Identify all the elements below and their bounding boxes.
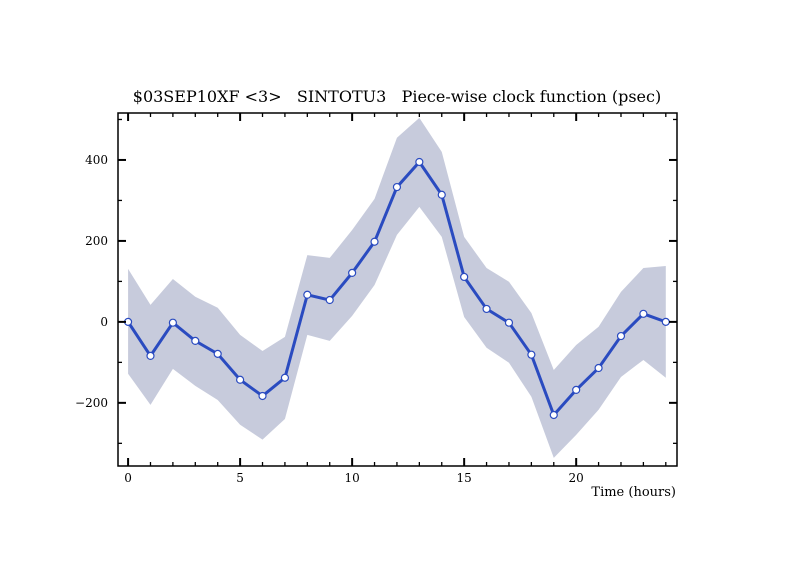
- data-point: [594, 363, 603, 373]
- data-point: [370, 237, 379, 246]
- data-point: [616, 331, 626, 341]
- data-point: [415, 157, 424, 167]
- y-tick-label: −200: [75, 396, 108, 410]
- data-point: [348, 268, 357, 278]
- x-tick-label: 15: [457, 471, 472, 485]
- x-tick-label: 5: [236, 471, 244, 485]
- x-tick-label: 0: [124, 471, 132, 485]
- data-point: [258, 391, 267, 401]
- y-tick-label: 200: [85, 234, 108, 248]
- data-point: [437, 190, 446, 199]
- data-point: [392, 182, 402, 192]
- x-tick-label: 20: [569, 471, 584, 485]
- data-point: [549, 410, 558, 420]
- data-point: [572, 385, 581, 394]
- data-point: [236, 375, 245, 384]
- x-axis-label: Time (hours): [591, 485, 676, 500]
- data-point: [303, 290, 312, 299]
- data-point: [504, 318, 514, 327]
- data-point: [325, 295, 334, 305]
- x-tick-label: 10: [344, 471, 359, 485]
- y-tick-label: 400: [85, 153, 108, 167]
- chart-title: $03SEP10XF <3> SINTOTU3 Piece-wise clock…: [133, 87, 661, 106]
- data-point: [168, 318, 177, 327]
- data-point: [527, 350, 536, 359]
- data-point: [191, 336, 200, 346]
- data-point: [460, 272, 469, 282]
- data-point: [639, 309, 648, 318]
- data-point: [146, 351, 155, 360]
- y-tick-label: 0: [100, 315, 108, 329]
- data-point: [213, 349, 222, 358]
- data-point: [661, 317, 670, 326]
- data-point: [280, 373, 290, 382]
- data-point: [482, 304, 491, 314]
- uncertainty-band: [128, 117, 666, 458]
